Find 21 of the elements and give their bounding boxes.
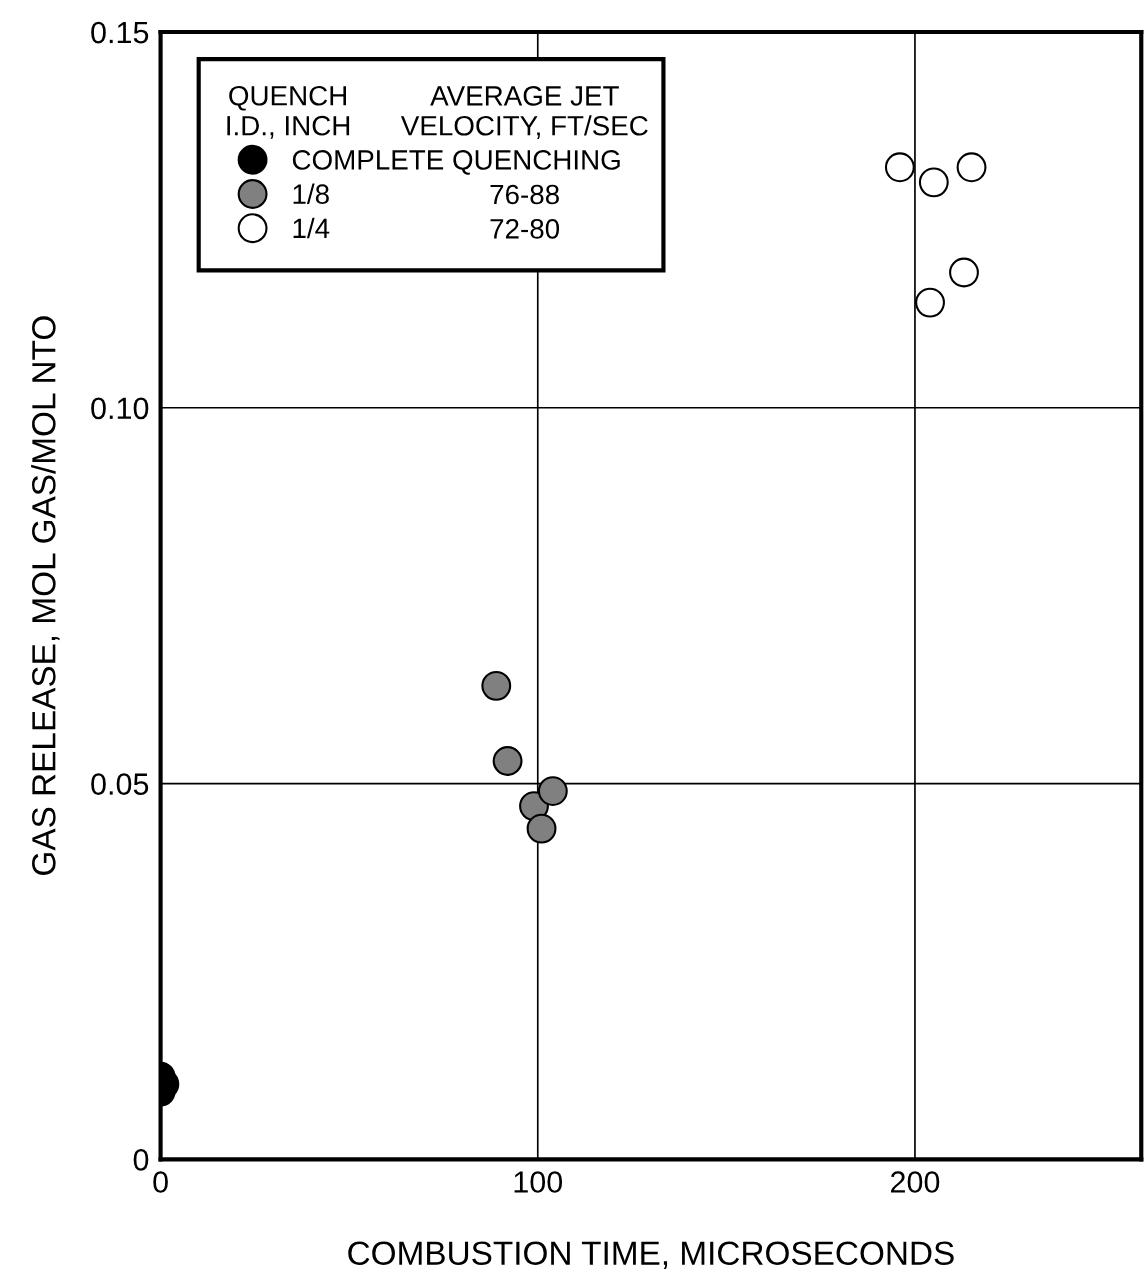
x-axis-title: COMBUSTION TIME, MICROSECONDS bbox=[348, 1241, 954, 1269]
legend-title: QUENCH I.D., INCH bbox=[227, 85, 350, 139]
legend-label: COMPLETE QUENCHING bbox=[292, 150, 620, 175]
annotation: 76-88 bbox=[490, 184, 559, 205]
point bbox=[956, 152, 987, 183]
annotation: 72-80 bbox=[490, 218, 560, 239]
point bbox=[949, 257, 979, 288]
x-tick-label: 100 bbox=[514, 1171, 563, 1193]
y-tick-label: 0.10 bbox=[91, 397, 149, 420]
point bbox=[884, 152, 915, 183]
y-tick-label: 0 bbox=[133, 1149, 149, 1171]
point bbox=[915, 287, 945, 318]
y-axis-title: GAS RELEASE, MOL GAS/MOL NTO bbox=[31, 316, 60, 875]
y-tick-label: 0.05 bbox=[91, 773, 149, 795]
annotation: AVERAGE JET VELOCITY, FT/SEC bbox=[400, 86, 648, 139]
point bbox=[918, 167, 949, 198]
legend-label: 1/4 bbox=[293, 217, 330, 239]
x-tick-label: 0 bbox=[153, 1171, 168, 1193]
y-tick-label: 0.15 bbox=[91, 21, 149, 44]
legend-label: 1/8 bbox=[293, 183, 329, 204]
x-tick-label: 200 bbox=[891, 1171, 940, 1193]
